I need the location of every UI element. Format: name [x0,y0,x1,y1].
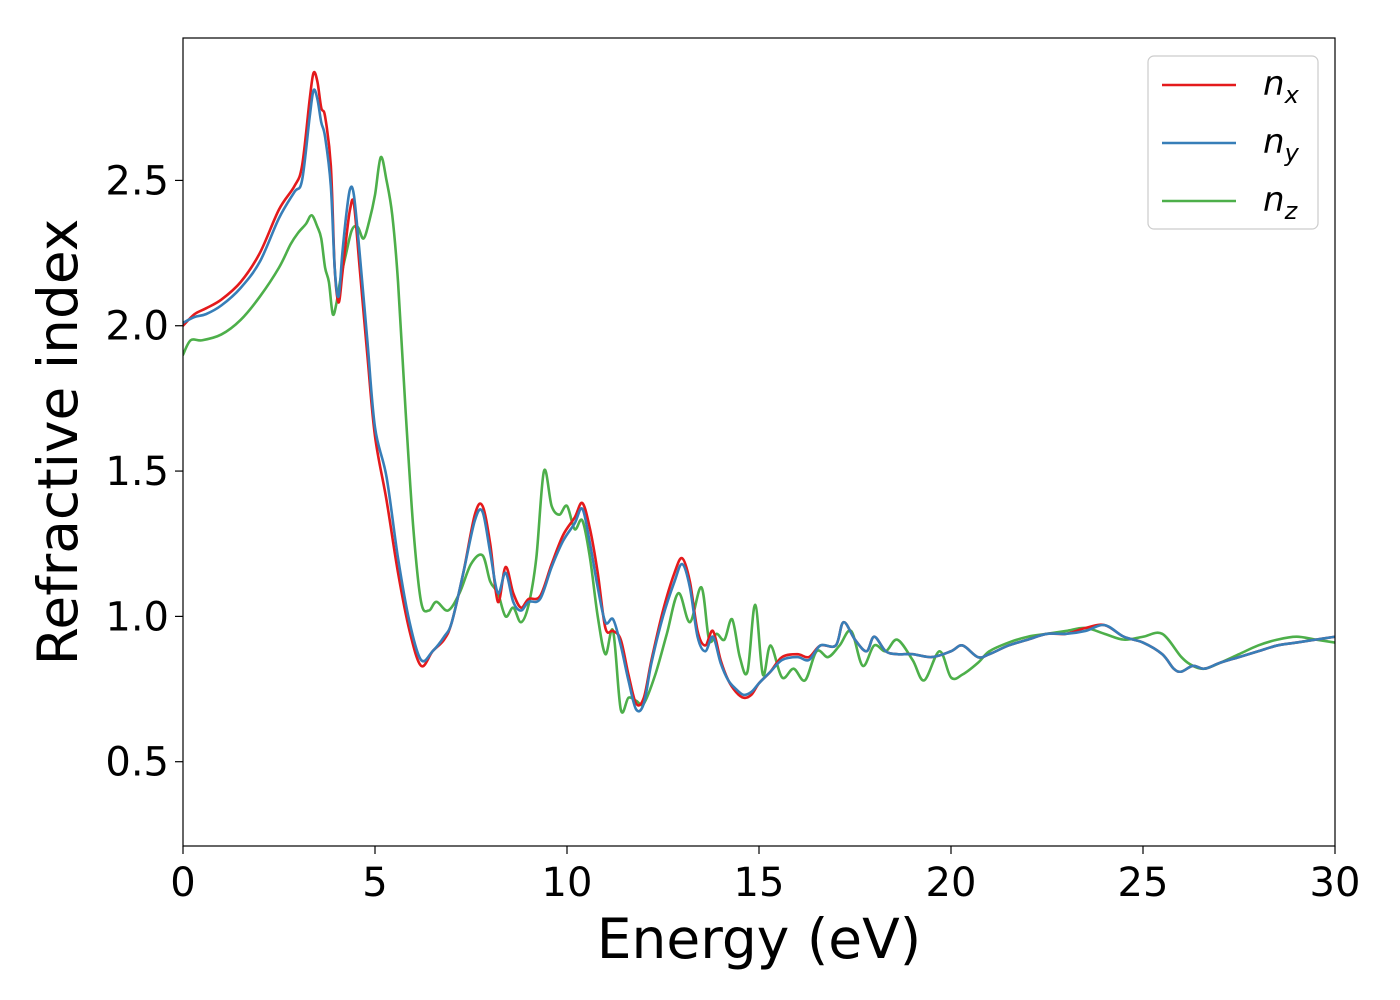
x-axis-title: Energy (eV) [597,907,921,971]
x-tick-label: 10 [542,860,593,906]
x-tick-label: 0 [170,860,195,906]
y-axis-title: Refractive index [26,219,90,666]
y-tick-label: 0.5 [105,740,169,786]
legend-label-n-y: ny [1263,122,1300,167]
series-line-n-z [183,155,1335,714]
y-tick-label: 2.5 [105,158,169,204]
y-tick-label: 2.0 [105,304,169,350]
x-tick-label: 15 [734,860,785,906]
x-tick-label: 30 [1310,860,1361,906]
legend-label-n-z: nz [1263,180,1299,225]
x-tick-label: 5 [362,860,387,906]
x-tick-label: 20 [926,860,977,906]
x-tick-label: 25 [1118,860,1169,906]
series-line-n-y [183,88,1335,713]
ticks-layer: 0 5 10 15 20 25 30 0.5 1.0 1.5 2.0 2.5 [105,158,1360,906]
y-tick-label: 1.0 [105,594,169,640]
legend-label-n-x: nx [1263,64,1300,109]
series-layer [183,70,1335,714]
legend: nx ny nz [1147,55,1319,230]
y-tick-label: 1.5 [105,449,169,495]
